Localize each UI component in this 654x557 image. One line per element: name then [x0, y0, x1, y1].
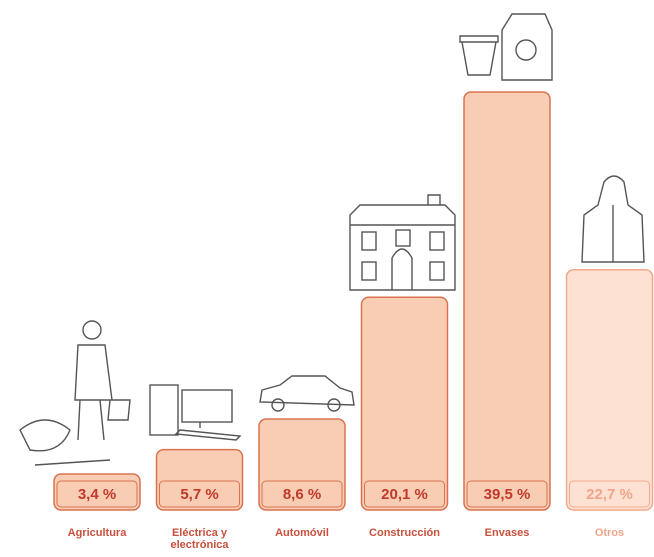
value-label: 3,4 % — [78, 486, 116, 503]
value-label-box — [261, 480, 343, 508]
value-label: 20,1 % — [381, 486, 428, 503]
value-label: 22,7 % — [586, 486, 633, 503]
category-label: Automóvil — [275, 527, 329, 539]
category-label: Otros — [594, 527, 625, 539]
bar — [360, 296, 449, 511]
category-label: Envases — [484, 527, 530, 539]
category-label: Construcción — [369, 527, 440, 539]
category-label: Eléctrica y electrónica — [170, 527, 229, 551]
value-label-box — [56, 480, 138, 508]
category-label: Agricultura — [67, 527, 127, 539]
value-label-box — [569, 480, 650, 508]
value-label-box — [466, 480, 548, 508]
value-label-box — [159, 480, 240, 508]
value-label: 39,5 % — [484, 486, 531, 503]
bar — [565, 269, 654, 511]
value-label: 5,7 % — [180, 486, 218, 503]
icons — [19, 13, 645, 466]
bar — [463, 91, 551, 511]
value-label: 8,6 % — [283, 486, 321, 503]
value-label-box — [364, 480, 445, 508]
